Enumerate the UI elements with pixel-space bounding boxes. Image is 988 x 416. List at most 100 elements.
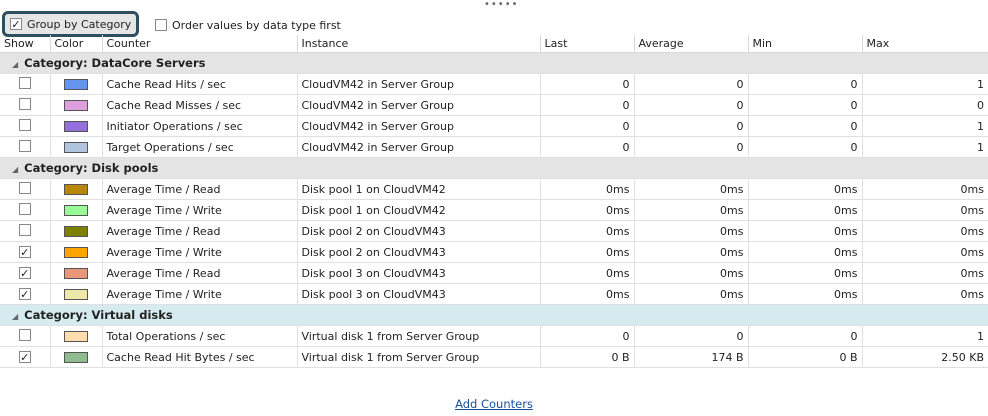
- color-swatch[interactable]: [64, 121, 88, 132]
- color-swatch[interactable]: [64, 100, 88, 111]
- category-header[interactable]: ◢ Category: Disk pools: [0, 157, 988, 179]
- color-cell[interactable]: [49, 262, 102, 284]
- counter-cell: Target Operations / sec: [101, 136, 297, 158]
- show-cell[interactable]: ✓: [0, 283, 50, 305]
- show-cell[interactable]: [0, 178, 50, 200]
- counter-cell: Cache Read Hits / sec: [101, 73, 297, 95]
- average-cell: 0ms: [633, 262, 748, 284]
- table-row[interactable]: Average Time / Read Disk pool 1 on Cloud…: [0, 178, 988, 200]
- show-checkbox[interactable]: ✓: [18, 245, 31, 259]
- table-row[interactable]: ✓ Average Time / Write Disk pool 3 on Cl…: [0, 283, 988, 305]
- average-cell: 0: [633, 94, 748, 116]
- color-cell[interactable]: [49, 220, 102, 242]
- column-header-max[interactable]: Max: [861, 35, 988, 53]
- column-header-instance[interactable]: Instance: [296, 35, 540, 53]
- color-cell[interactable]: [49, 136, 102, 158]
- color-swatch[interactable]: [64, 226, 88, 237]
- category-row[interactable]: ◢ Category: Virtual disks: [0, 304, 988, 326]
- show-cell[interactable]: [0, 199, 50, 221]
- color-cell[interactable]: [49, 94, 102, 116]
- column-header-last[interactable]: Last: [539, 35, 634, 53]
- show-cell[interactable]: [0, 136, 50, 158]
- counters-table: Show Color Counter Instance Last Average Min Ma…: [0, 35, 988, 368]
- table-row[interactable]: Average Time / Write Disk pool 1 on Clou…: [0, 199, 988, 221]
- last-cell: 0ms: [539, 220, 634, 242]
- color-cell[interactable]: [49, 325, 102, 347]
- order-by-type-checkbox[interactable]: Order values by data type first: [155, 14, 341, 36]
- show-checkbox[interactable]: [18, 328, 31, 341]
- column-header-color[interactable]: Color: [49, 35, 102, 53]
- show-checkbox[interactable]: ✓: [18, 266, 31, 280]
- show-cell[interactable]: [0, 220, 50, 242]
- color-swatch[interactable]: [64, 247, 88, 258]
- show-checkbox[interactable]: [18, 202, 31, 215]
- group-by-category-checkbox[interactable]: ✓ Group by Category: [2, 11, 140, 37]
- category-header[interactable]: ◢ Category: DataCore Servers: [0, 52, 988, 74]
- color-cell[interactable]: [49, 73, 102, 95]
- color-swatch[interactable]: [64, 79, 88, 90]
- last-cell: 0: [539, 115, 634, 137]
- color-swatch[interactable]: [64, 142, 88, 153]
- color-cell[interactable]: [49, 199, 102, 221]
- last-cell: 0ms: [539, 199, 634, 221]
- show-cell[interactable]: ✓: [0, 241, 50, 263]
- show-cell[interactable]: ✓: [0, 346, 50, 368]
- instance-cell: Disk pool 2 on CloudVM43: [296, 220, 540, 242]
- table-row[interactable]: Target Operations / sec CloudVM42 in Ser…: [0, 136, 988, 158]
- show-cell[interactable]: [0, 115, 50, 137]
- table-row[interactable]: ✓ Average Time / Read Disk pool 3 on Clo…: [0, 262, 988, 284]
- category-row[interactable]: ◢ Category: Disk pools: [0, 157, 988, 179]
- checkbox-icon: ✓: [10, 17, 22, 31]
- show-checkbox[interactable]: [18, 223, 31, 236]
- counter-cell: Average Time / Write: [101, 241, 297, 263]
- show-checkbox[interactable]: [18, 118, 31, 131]
- color-swatch[interactable]: [64, 352, 88, 363]
- category-row[interactable]: ◢ Category: DataCore Servers: [0, 52, 988, 74]
- color-swatch[interactable]: [64, 205, 88, 216]
- category-header[interactable]: ◢ Category: Virtual disks: [0, 304, 988, 326]
- column-header-average[interactable]: Average: [633, 35, 748, 53]
- column-header-counter[interactable]: Counter: [101, 35, 297, 53]
- table-row[interactable]: Initiator Operations / sec CloudVM42 in …: [0, 115, 988, 137]
- table-row[interactable]: Average Time / Read Disk pool 2 on Cloud…: [0, 220, 988, 242]
- show-checkbox[interactable]: [18, 181, 31, 194]
- collapse-triangle-icon[interactable]: ◢: [12, 60, 19, 69]
- instance-cell: CloudVM42 in Server Group: [296, 94, 540, 116]
- color-swatch[interactable]: [64, 184, 88, 195]
- show-cell[interactable]: [0, 325, 50, 347]
- show-checkbox[interactable]: ✓: [18, 287, 31, 301]
- color-cell[interactable]: [49, 241, 102, 263]
- color-swatch[interactable]: [64, 289, 88, 300]
- collapse-triangle-icon[interactable]: ◢: [12, 312, 19, 321]
- table-row[interactable]: ✓ Cache Read Hit Bytes / sec Virtual dis…: [0, 346, 988, 368]
- column-header-min[interactable]: Min: [747, 35, 862, 53]
- show-checkbox[interactable]: [18, 76, 31, 89]
- max-cell: 0ms: [861, 241, 988, 263]
- table-row[interactable]: ✓ Average Time / Write Disk pool 2 on Cl…: [0, 241, 988, 263]
- show-cell[interactable]: ✓: [0, 262, 50, 284]
- color-swatch[interactable]: [64, 268, 88, 279]
- show-cell[interactable]: [0, 94, 50, 116]
- show-cell[interactable]: [0, 73, 50, 95]
- group-by-category-label: Group by Category: [27, 17, 132, 31]
- show-checkbox[interactable]: [18, 97, 31, 110]
- checkbox-icon: [155, 19, 167, 31]
- color-cell[interactable]: [49, 346, 102, 368]
- average-cell: 0: [633, 325, 748, 347]
- color-cell[interactable]: [49, 283, 102, 305]
- add-counters-link[interactable]: Add Counters: [455, 397, 533, 411]
- column-header-show[interactable]: Show: [0, 35, 50, 53]
- resize-grip[interactable]: •••••: [484, 0, 519, 10]
- table-row[interactable]: Total Operations / sec Virtual disk 1 fr…: [0, 325, 988, 347]
- table-row[interactable]: Cache Read Hits / sec CloudVM42 in Serve…: [0, 73, 988, 95]
- collapse-triangle-icon[interactable]: ◢: [12, 165, 19, 174]
- color-swatch[interactable]: [64, 331, 88, 342]
- counter-cell: Average Time / Write: [101, 199, 297, 221]
- table-row[interactable]: Cache Read Misses / sec CloudVM42 in Ser…: [0, 94, 988, 116]
- instance-cell: Disk pool 3 on CloudVM43: [296, 262, 540, 284]
- show-checkbox[interactable]: ✓: [18, 350, 31, 364]
- color-cell[interactable]: [49, 178, 102, 200]
- show-checkbox[interactable]: [18, 139, 31, 152]
- color-cell[interactable]: [49, 115, 102, 137]
- min-cell: 0ms: [747, 241, 862, 263]
